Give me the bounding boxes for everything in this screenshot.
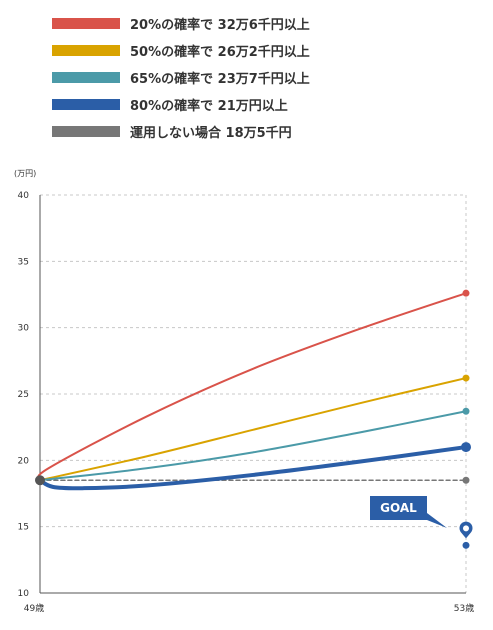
y-tick-label: 15: [18, 523, 29, 533]
legend-label: 20%の確率で 32万6千円以上: [130, 18, 310, 33]
y-tick-label: 40: [18, 191, 30, 201]
y-tick-label: 30: [18, 324, 30, 334]
y-tick-label: 10: [18, 589, 30, 599]
y-tick-label: 25: [18, 390, 29, 400]
series-end-point: [462, 407, 470, 415]
legend-label: 運用しない場合 18万5千円: [130, 126, 292, 141]
legend: 20%の確率で 32万6千円以上 50%の確率で 26万2千円以上 65%の確率…: [52, 10, 310, 145]
series-end-point: [461, 442, 471, 453]
legend-label: 50%の確率で 26万2千円以上: [130, 45, 310, 60]
legend-item-50pct: 50%の確率で 26万2千円以上: [52, 37, 310, 64]
y-tick-label: 35: [18, 257, 29, 267]
legend-item-20pct: 20%の確率で 32万6千円以上: [52, 10, 310, 37]
legend-item-80pct: 80%の確率で 21万円以上: [52, 91, 310, 118]
series-end-point: [462, 289, 470, 297]
x-tick-label: 49歳: [24, 602, 44, 614]
goal-point: [462, 541, 470, 549]
goal-pin-hole: [463, 525, 469, 532]
goal-label-pointer: [423, 510, 447, 528]
series-line: [39, 410, 467, 482]
legend-swatch: [52, 126, 120, 137]
legend-swatch: [52, 72, 120, 83]
legend-item-65pct: 65%の確率で 23万7千円以上: [52, 64, 310, 91]
goal-label-box: [370, 496, 427, 520]
x-tick-label: 53歳: [454, 602, 474, 614]
series-line: [37, 292, 467, 482]
legend-label: 65%の確率で 23万7千円以上: [130, 72, 310, 87]
y-tick-label: 20: [18, 456, 30, 466]
legend-swatch: [52, 99, 120, 110]
series-line: [38, 445, 468, 491]
legend-item-no-investment: 運用しない場合 18万5千円: [52, 118, 310, 145]
goal-label-text: GOAL: [380, 501, 417, 515]
series-line: [39, 377, 467, 482]
legend-label: 80%の確率で 21万円以上: [130, 99, 288, 114]
series-end-point: [462, 374, 470, 382]
start-point: [35, 475, 45, 486]
legend-swatch: [52, 45, 120, 56]
series-end-point: [462, 476, 470, 484]
y-axis-unit-label: (万円): [14, 169, 37, 178]
legend-swatch: [52, 18, 120, 29]
